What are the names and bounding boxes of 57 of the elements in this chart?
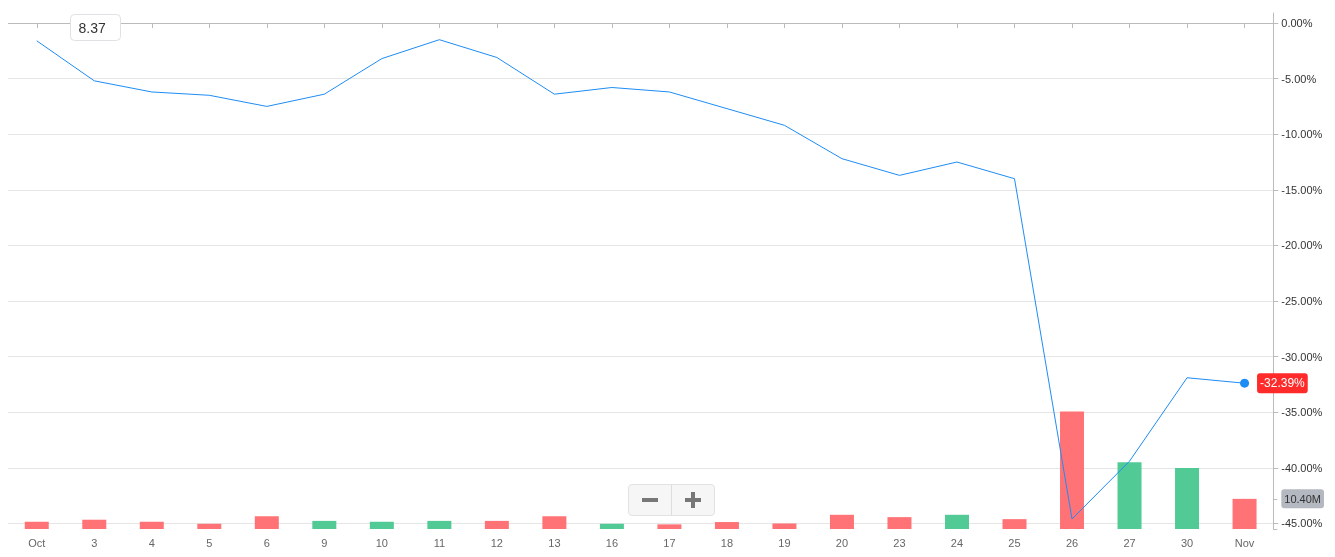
- y-tick-label: -15.00%: [1281, 183, 1323, 196]
- x-tick-label: 5: [206, 536, 213, 549]
- bar: [1117, 462, 1142, 529]
- x-tick-label: 20: [835, 536, 849, 549]
- bar: [657, 524, 682, 529]
- y-tick-label: -5.00%: [1281, 72, 1317, 85]
- bar: [1060, 411, 1085, 529]
- x-tick-label: 3: [91, 536, 98, 549]
- y-tick-label: -45.00%: [1281, 517, 1323, 530]
- x-tick-label: 4: [148, 536, 155, 549]
- bar: [254, 516, 279, 529]
- bar: [772, 523, 797, 529]
- y-tick-label: -30.00%: [1281, 350, 1323, 363]
- x-tick-label: 13: [548, 536, 561, 549]
- x-tick-label: 10: [375, 536, 388, 549]
- x-tick-label: 27: [1123, 536, 1136, 549]
- bar: [197, 523, 222, 529]
- y-tick-label: -25.00%: [1281, 295, 1323, 308]
- bar: [139, 521, 164, 529]
- bar: [714, 522, 739, 529]
- bar: [369, 521, 394, 529]
- x-tick-label: 25: [1008, 536, 1021, 549]
- bar: [24, 521, 49, 529]
- data-label: -32.39%: [1260, 376, 1306, 391]
- x-tick-label: 30: [1180, 536, 1194, 549]
- x-tick-label: 16: [605, 536, 619, 549]
- x-tick-label: 6: [263, 536, 270, 549]
- bar: [427, 520, 452, 529]
- x-tick-label: 24: [950, 536, 964, 549]
- bar: [1232, 498, 1257, 529]
- x-tick-label: 23: [893, 536, 906, 549]
- x-tick-label: Oct: [28, 536, 46, 549]
- bar: [887, 517, 912, 529]
- y-tick-label: -35.00%: [1281, 406, 1323, 419]
- x-tick-label: 17: [663, 536, 676, 549]
- bar: [944, 514, 969, 529]
- y-tick-label: 0.00%: [1281, 17, 1313, 30]
- bar: [484, 520, 509, 529]
- x-tick-label: 12: [490, 536, 503, 549]
- x-tick-label: 9: [321, 536, 328, 549]
- y2-tick-label: 10.40M: [1284, 492, 1322, 505]
- bar: [82, 519, 107, 529]
- bar: [542, 516, 567, 529]
- bar: [1002, 519, 1027, 529]
- bar: [312, 520, 337, 529]
- y-tick-label: -40.00%: [1281, 461, 1323, 474]
- bar: [829, 514, 854, 529]
- bar: [1175, 468, 1200, 529]
- x-tick-label: 19: [778, 536, 791, 549]
- x-tick-label: 11: [433, 536, 446, 549]
- annotation: 8.37: [78, 19, 106, 36]
- x-tick-label: 18: [720, 536, 734, 549]
- y-tick-label: -20.00%: [1281, 239, 1323, 252]
- bar: [599, 523, 624, 529]
- y-tick-label: -10.00%: [1281, 128, 1323, 141]
- x-tick-label: Nov: [1234, 536, 1255, 549]
- x-tick-label: 26: [1065, 536, 1079, 549]
